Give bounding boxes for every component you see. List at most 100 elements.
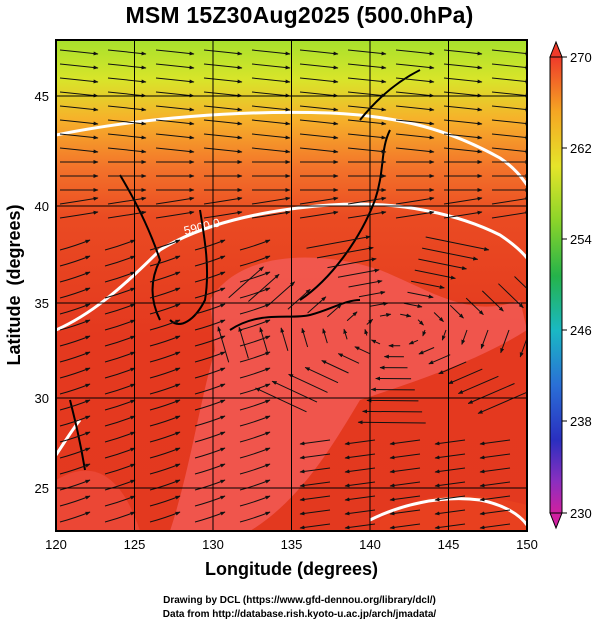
- streamline: [479, 481, 511, 488]
- streamline: [251, 133, 291, 140]
- streamline: [194, 415, 226, 427]
- streamline: [348, 279, 383, 288]
- streamline: [59, 147, 99, 154]
- streamline: [479, 453, 511, 460]
- streamline: [194, 495, 226, 507]
- streamline: [194, 367, 226, 379]
- streamline: [59, 210, 99, 219]
- streamline: [104, 399, 136, 411]
- streamline: [354, 346, 370, 355]
- streamline: [59, 367, 91, 379]
- streamline: [59, 63, 99, 70]
- wind-streamlines: [59, 49, 527, 530]
- streamline: [465, 297, 484, 316]
- streamline: [155, 147, 195, 154]
- colorbar: 270 262 254 246 238 230: [549, 40, 592, 530]
- streamline: [327, 257, 377, 269]
- streamline: [104, 479, 136, 491]
- streamline: [344, 509, 376, 516]
- streamline: [194, 239, 226, 251]
- streamline: [280, 327, 289, 351]
- streamline: [107, 133, 147, 140]
- streamline: [194, 431, 226, 443]
- streamline: [59, 511, 91, 523]
- streamline: [418, 258, 467, 270]
- streamline: [433, 312, 444, 322]
- streamline: [149, 479, 181, 491]
- streamline: [228, 266, 264, 299]
- streamline: [379, 313, 392, 317]
- x-tick: 150: [516, 537, 538, 552]
- streamline: [59, 287, 91, 299]
- y-tick: 30: [35, 391, 49, 406]
- streamline: [411, 280, 445, 289]
- streamline: [428, 354, 451, 365]
- streamline: [155, 105, 195, 112]
- streamline: [251, 77, 291, 84]
- streamline: [149, 319, 181, 331]
- streamline: [104, 319, 136, 331]
- streamline: [194, 447, 226, 459]
- streamline: [104, 463, 136, 475]
- credits-data: Data from http://database.rish.kyoto-u.a…: [162, 609, 437, 620]
- streamline: [344, 481, 376, 488]
- streamline: [299, 495, 331, 502]
- streamline: [299, 133, 339, 140]
- streamline: [299, 523, 331, 530]
- streamline: [238, 326, 249, 359]
- y-axis-label: Latitude (degrees): [4, 204, 24, 365]
- streamline: [194, 303, 226, 315]
- streamline: [251, 49, 291, 56]
- streamline: [271, 380, 318, 403]
- streamline: [357, 420, 426, 425]
- x-tick: 125: [124, 537, 146, 552]
- streamline: [203, 119, 243, 126]
- streamline: [59, 351, 91, 363]
- streamline: [239, 495, 271, 507]
- streamline: [443, 133, 483, 140]
- x-axis-label: Longitude (degrees): [205, 559, 378, 579]
- y-tick: 40: [35, 199, 49, 214]
- streamline: [104, 335, 136, 347]
- streamline: [149, 463, 181, 475]
- streamline: [358, 290, 386, 298]
- x-tick: 135: [281, 537, 303, 552]
- streamline: [434, 453, 466, 460]
- streamline: [434, 495, 466, 502]
- streamline: [259, 327, 269, 355]
- plot-frame: [55, 39, 528, 532]
- streamline: [408, 339, 419, 345]
- streamline: [443, 210, 483, 219]
- streamline: [194, 463, 226, 475]
- streamline: [299, 49, 339, 56]
- streamline: [251, 119, 291, 126]
- streamline: [155, 77, 195, 84]
- streamline: [443, 196, 483, 205]
- streamline: [395, 105, 435, 112]
- credits-drawing: Drawing by DCL (https://www.gfd-dennou.o…: [163, 595, 436, 606]
- streamline: [498, 283, 524, 309]
- streamline: [316, 246, 374, 259]
- colorbar-tick: 270: [570, 50, 592, 65]
- streamline: [448, 368, 483, 385]
- streamline: [239, 367, 271, 379]
- streamline: [104, 495, 136, 507]
- y-tick: 35: [35, 296, 49, 311]
- streamline: [59, 319, 91, 331]
- streamline: [107, 210, 147, 219]
- streamline: [203, 210, 243, 219]
- streamline: [438, 361, 467, 375]
- streamline: [149, 495, 181, 507]
- streamline: [194, 399, 226, 411]
- streamline: [59, 303, 91, 315]
- plot-area: 5900.0: [55, 39, 528, 532]
- streamline: [194, 319, 226, 331]
- streamline: [194, 271, 226, 283]
- streamline: [307, 296, 327, 314]
- streamline: [149, 415, 181, 427]
- streamline: [306, 235, 371, 249]
- grid-lines: [56, 40, 527, 531]
- streamline: [239, 447, 271, 459]
- streamline: [321, 360, 349, 374]
